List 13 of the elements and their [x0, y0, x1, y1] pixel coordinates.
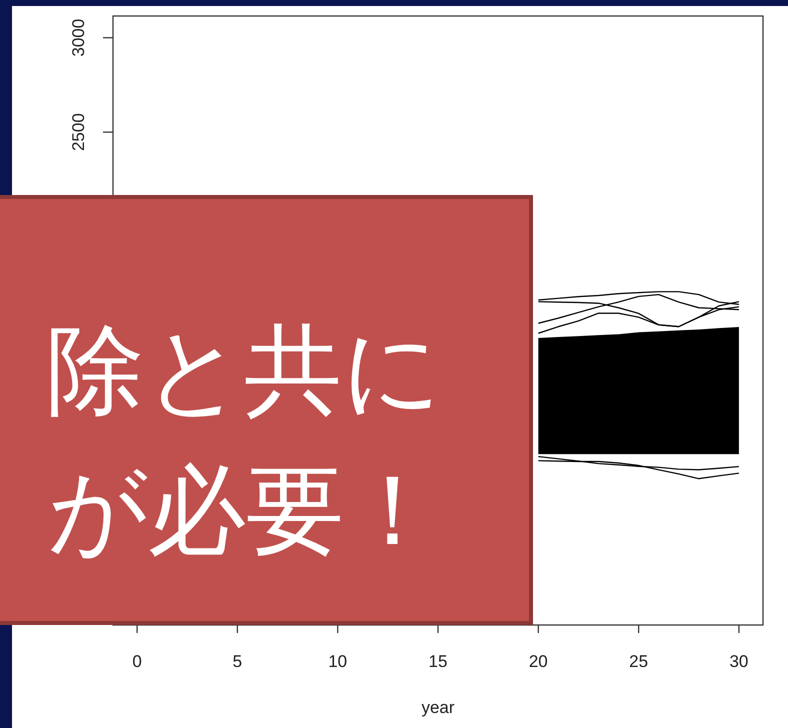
x-tick-label: 5	[232, 652, 242, 671]
callout: 除と共に が必要！	[0, 195, 533, 625]
x-tick-label: 15	[428, 652, 448, 671]
x-tick-label: 20	[528, 652, 548, 671]
y-tick-label: 3000	[69, 18, 88, 57]
x-tick-label: 10	[328, 652, 348, 671]
x-tick-label: 0	[132, 652, 142, 671]
annotation: が必要！	[48, 454, 442, 568]
x-tick-label: 25	[629, 652, 648, 671]
x-axis-title: year	[421, 698, 455, 717]
y-tick-label: 2500	[69, 113, 88, 152]
annotation: 除と共に	[46, 314, 442, 428]
x-tick-label: 30	[729, 652, 748, 671]
